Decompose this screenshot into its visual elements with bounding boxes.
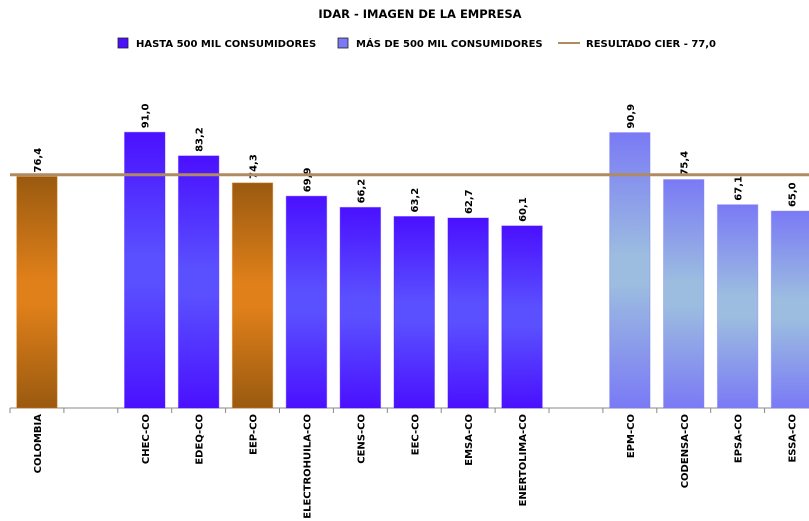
bar — [770, 210, 809, 409]
x-tick-label: EPSA-CO — [734, 414, 745, 463]
value-label: 90,9 — [626, 104, 637, 129]
legend-label: HASTA 500 MIL CONSUMIDORES — [136, 39, 316, 50]
legend-swatch — [117, 37, 129, 49]
x-tick-label: EMSA-CO — [464, 414, 475, 466]
bar — [663, 179, 705, 409]
x-tick-label: EEP-CO — [249, 414, 260, 455]
value-label: 67,1 — [734, 176, 745, 201]
x-tick-label: CODENSA-CO — [680, 414, 691, 488]
bar — [231, 182, 274, 409]
value-label: 63,2 — [410, 188, 421, 213]
x-tick-label: CHEC-CO — [141, 414, 152, 464]
x-tick-label: ELECTROHUILA-CO — [302, 414, 313, 519]
legend-label: RESULTADO CIER - 77,0 — [586, 39, 716, 50]
chart-title: IDAR - IMAGEN DE LA EMPRESA — [318, 7, 521, 21]
bar — [124, 131, 166, 409]
value-label: 65,0 — [788, 182, 799, 207]
x-tick-label: COLOMBIA — [33, 414, 44, 474]
bar — [393, 216, 435, 409]
bar — [501, 225, 543, 409]
bar — [716, 204, 759, 409]
value-label: 60,1 — [518, 197, 529, 222]
x-tick-label: EEC-CO — [410, 414, 421, 455]
bar — [177, 155, 220, 409]
bar — [285, 195, 328, 409]
value-label: 75,4 — [680, 151, 691, 176]
x-tick-label: ENERTOLIMA-CO — [518, 414, 529, 506]
x-tick-label: EPM-CO — [626, 414, 637, 458]
value-label: 83,2 — [195, 127, 206, 152]
legend-swatch — [337, 37, 349, 49]
value-label: 66,2 — [356, 179, 367, 204]
x-tick-label: ESSA-CO — [788, 414, 799, 463]
value-label: 74,3 — [249, 154, 260, 179]
value-label: 76,4 — [33, 148, 44, 173]
bar — [609, 132, 651, 409]
legend-label: MÁS DE 500 MIL CONSUMIDORES — [356, 37, 543, 50]
bar — [16, 176, 58, 409]
value-label: 69,9 — [302, 167, 313, 192]
bar — [447, 217, 489, 409]
value-label: 91,0 — [141, 104, 152, 129]
x-tick-label: CENS-CO — [356, 414, 367, 464]
bar — [339, 206, 382, 409]
value-label: 62,7 — [464, 189, 475, 214]
x-tick-label: EDEQ-CO — [195, 414, 206, 465]
